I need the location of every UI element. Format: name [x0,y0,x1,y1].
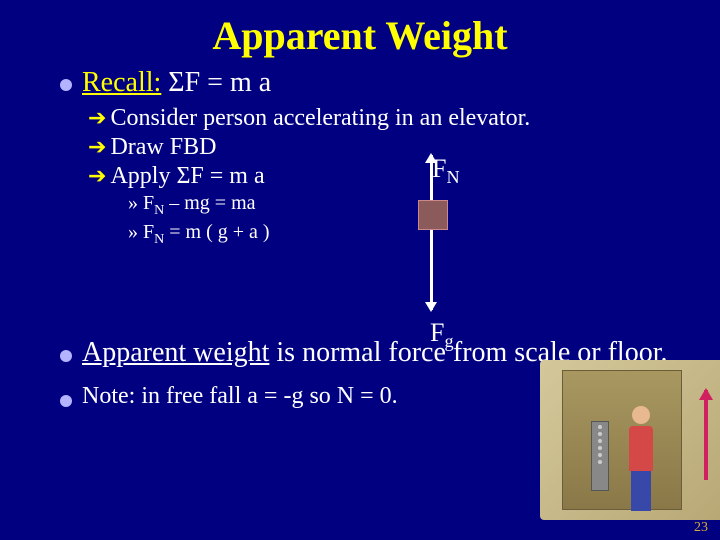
fg-f: F [430,318,444,347]
sub-block: ➔ Consider person accelerating in an ele… [60,105,700,248]
arrow-icon: ➔ [88,105,106,131]
eq2-f: » F [128,221,154,243]
sub-line-1: ➔ Consider person accelerating in an ele… [88,105,700,132]
eq1-f: » F [128,192,154,214]
bullet-recall: Recall: ΣF = m a [60,67,700,99]
fbd-arrow-down-icon [430,230,433,310]
sub-text-1: Consider person accelerating in an eleva… [110,105,530,132]
fg-sub: g [444,331,453,351]
recall-label: Recall: [82,67,161,98]
sub-text-3: Apply ΣF = m a [110,163,264,190]
bullet-dot-icon [60,395,72,407]
acceleration-arrow-icon [704,390,708,480]
content-area: Recall: ΣF = m a ➔ Consider person accel… [0,67,720,410]
sub-line-2: ➔ Draw FBD [88,134,700,161]
fn-label: FN [432,154,460,188]
arrow-icon: ➔ [88,134,106,160]
eq2-rest: = m ( g + a ) [164,221,269,243]
slide-title: Apparent Weight [0,0,720,67]
arrow-icon: ➔ [88,163,106,189]
fn-f: F [432,154,446,183]
note-text: Note: in free fall a = -g so N = 0. [82,383,398,410]
sub-line-3: ➔ Apply ΣF = m a [88,163,700,190]
elevator-interior [562,370,682,510]
equation-1: » FN – mg = ma [88,192,700,219]
bullet-dot-icon [60,350,72,362]
elevator-illustration [540,360,720,520]
fn-sub: N [446,167,459,187]
bullet-dot-icon [60,79,72,91]
eq2-sub: N [154,232,164,247]
equation-2: » FN = m ( g + a ) [88,221,700,248]
fbd-box-icon [418,200,448,230]
recall-text: Recall: ΣF = m a [82,67,271,99]
apparent-underlined: Apparent weight [82,337,269,368]
page-number: 23 [694,520,708,536]
eq1-sub: N [154,203,164,218]
person-icon [623,406,658,506]
recall-equation: ΣF = m a [161,67,271,98]
eq1-rest: – mg = ma [164,192,255,214]
fg-label: Fg [430,318,454,352]
sub-text-2: Draw FBD [110,134,216,161]
elevator-panel-icon [591,421,609,491]
